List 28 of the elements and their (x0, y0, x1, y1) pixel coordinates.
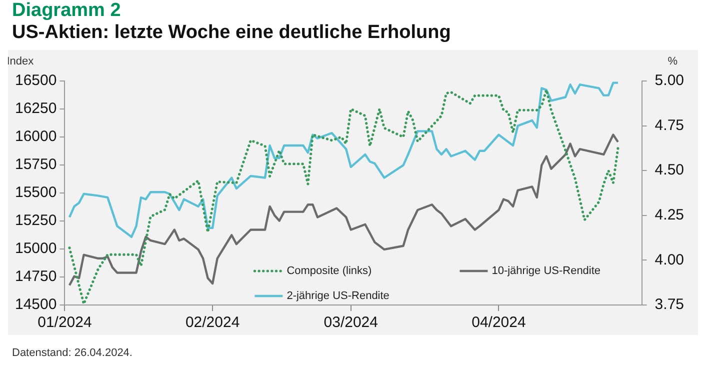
x-tick-label: 02/2024 (185, 314, 240, 332)
y-tick-label: 16000 (14, 128, 57, 146)
line-series (68, 88, 620, 305)
chart-title: Diagramm 2 (12, 0, 121, 22)
legend-label: 2-jährige US-Rendite (286, 290, 390, 302)
x-tick-label: 04/2024 (472, 314, 526, 332)
text: Datenstand: 26.04.2024. (12, 347, 132, 359)
chart-subtitle: US-Aktien: letzte Woche eine deutliche Erholung (12, 22, 451, 44)
x-tick-label: 03/2024 (324, 314, 378, 332)
y-tick-label: 15500 (14, 184, 57, 202)
y2-tick-label: 3.75 (654, 296, 684, 314)
y-axis-title: Index (6, 56, 34, 68)
legend-label: 10-jährige US-Rendite (492, 265, 601, 278)
legend-label: Composite (links) (286, 265, 372, 278)
y-tick-label: 14500 (14, 296, 57, 314)
y2-tick-label: 4.75 (654, 116, 684, 134)
y-tick-label: 16500 (14, 72, 57, 90)
y-tick-label: 16250 (14, 100, 57, 118)
x-tick-label: 01/2024 (38, 314, 92, 332)
y-tick-label: 15250 (14, 212, 57, 230)
y2-tick-label: 4.25 (654, 206, 684, 224)
y2-tick-label: 4.50 (654, 162, 684, 179)
y-tick-label: 15750 (14, 156, 57, 174)
y2-tick-label: 4.00 (654, 251, 684, 268)
y2-tick-label: 5.00 (654, 72, 684, 90)
y-tick-label: 15000 (14, 240, 57, 258)
y-tick-label: 14750 (14, 268, 57, 286)
y2-axis-title: % (668, 56, 678, 68)
